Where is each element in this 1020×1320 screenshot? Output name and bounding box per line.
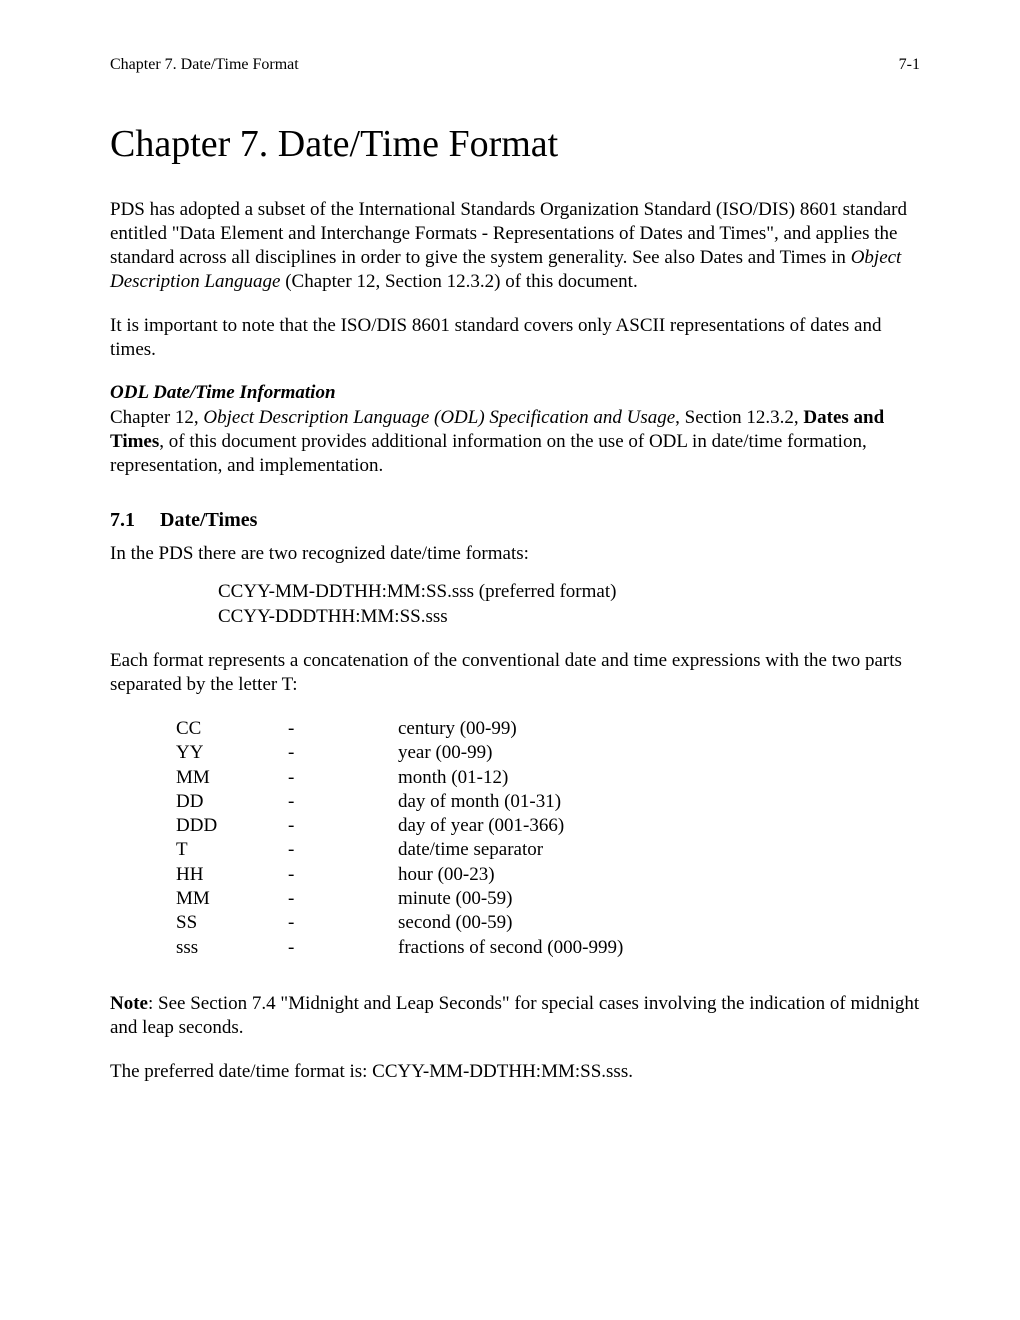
definitions-table: CC-century (00-99) YY-year (00-99) MM-mo… (176, 717, 920, 960)
def-row: MM-month (01-12) (176, 766, 920, 790)
def-dash: - (288, 911, 398, 935)
section-title: Date/Times (160, 509, 257, 531)
def-code: HH (176, 863, 288, 887)
def-dash: - (288, 936, 398, 960)
def-code: sss (176, 936, 288, 960)
def-row: DD-day of month (01-31) (176, 790, 920, 814)
formats-intro: In the PDS there are two recognized date… (110, 542, 920, 566)
format-explanation: Each format represents a concatenation o… (110, 649, 920, 697)
chapter-title: Chapter 7. Date/Time Format (110, 122, 920, 166)
def-dash: - (288, 814, 398, 838)
def-desc: date/time separator (398, 838, 920, 862)
intro-paragraph-1: PDS has adopted a subset of the Internat… (110, 198, 920, 294)
def-row: DDD-day of year (001-366) (176, 814, 920, 838)
text: PDS has adopted a subset of the Internat… (110, 199, 907, 268)
def-dash: - (288, 717, 398, 741)
intro-paragraph-2: It is important to note that the ISO/DIS… (110, 314, 920, 362)
def-desc: second (00-59) (398, 911, 920, 935)
def-code: YY (176, 741, 288, 765)
def-dash: - (288, 863, 398, 887)
def-code: SS (176, 911, 288, 935)
def-desc: month (01-12) (398, 766, 920, 790)
format-line-2: CCYY-DDDTHH:MM:SS.sss (218, 605, 920, 629)
def-desc: fractions of second (000-999) (398, 936, 920, 960)
document-page: Chapter 7. Date/Time Format 7-1 Chapter … (0, 0, 1020, 1320)
text: , Section 12.3.2, (675, 407, 803, 428)
note-paragraph: Note: See Section 7.4 "Midnight and Leap… (110, 992, 920, 1040)
def-desc: day of year (001-366) (398, 814, 920, 838)
def-code: T (176, 838, 288, 862)
def-desc: hour (00-23) (398, 863, 920, 887)
page-header: Chapter 7. Date/Time Format 7-1 (110, 56, 920, 74)
preferred-format-paragraph: The preferred date/time format is: CCYY-… (110, 1060, 920, 1084)
format-examples: CCYY-MM-DDTHH:MM:SS.sss (preferred forma… (218, 580, 920, 629)
def-row: MM-minute (00-59) (176, 887, 920, 911)
def-row: CC-century (00-99) (176, 717, 920, 741)
header-right: 7-1 (899, 56, 920, 74)
def-code: MM (176, 766, 288, 790)
def-code: MM (176, 887, 288, 911)
note-text: : See Section 7.4 "Midnight and Leap Sec… (110, 993, 919, 1038)
def-row: T-date/time separator (176, 838, 920, 862)
section-7-1-heading: 7.1Date/Times (110, 509, 920, 532)
section-number: 7.1 (110, 509, 160, 532)
def-desc: day of month (01-31) (398, 790, 920, 814)
def-row: sss-fractions of second (000-999) (176, 936, 920, 960)
def-dash: - (288, 887, 398, 911)
header-left: Chapter 7. Date/Time Format (110, 56, 299, 74)
text: , of this document provides additional i… (110, 431, 867, 476)
format-line-1: CCYY-MM-DDTHH:MM:SS.sss (preferred forma… (218, 580, 920, 604)
text: (Chapter 12, Section 12.3.2) of this doc… (280, 271, 637, 292)
def-dash: - (288, 766, 398, 790)
text-italic: Object Description Language (ODL) Specif… (203, 407, 675, 428)
def-code: DD (176, 790, 288, 814)
def-row: SS-second (00-59) (176, 911, 920, 935)
def-desc: year (00-99) (398, 741, 920, 765)
def-desc: minute (00-59) (398, 887, 920, 911)
odl-subheading: ODL Date/Time Information (110, 382, 920, 404)
odl-paragraph: Chapter 12, Object Description Language … (110, 406, 920, 478)
def-code: DDD (176, 814, 288, 838)
def-dash: - (288, 838, 398, 862)
def-code: CC (176, 717, 288, 741)
note-label: Note (110, 993, 148, 1014)
def-row: YY-year (00-99) (176, 741, 920, 765)
def-dash: - (288, 790, 398, 814)
def-desc: century (00-99) (398, 717, 920, 741)
text: Chapter 12, (110, 407, 203, 428)
def-dash: - (288, 741, 398, 765)
def-row: HH-hour (00-23) (176, 863, 920, 887)
